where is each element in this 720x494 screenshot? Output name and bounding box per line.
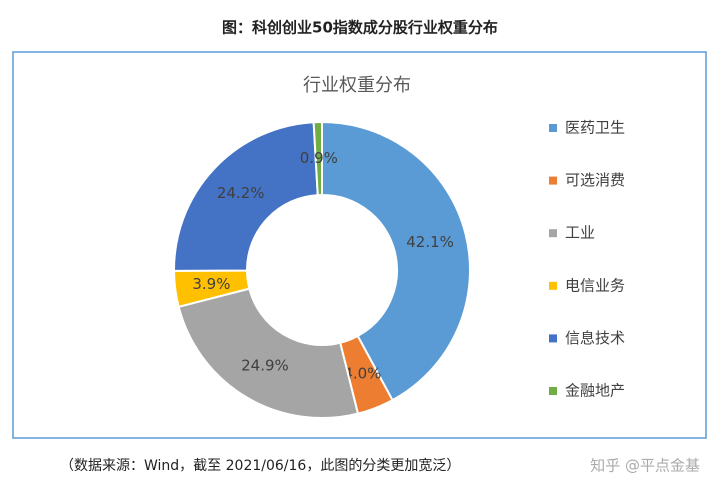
legend-marker (549, 229, 557, 238)
donut-slice (177, 287, 360, 419)
page-title: 图：科创创业50指数成分股行业权重分布 (222, 19, 498, 37)
legend-marker (549, 281, 557, 290)
watermark: 知乎 @平点金基 (590, 457, 700, 475)
legend-label: 电信业务 (565, 276, 625, 294)
data-label: 42.1% (406, 233, 454, 251)
legend-label: 可选消费 (565, 171, 625, 189)
legend-marker (549, 334, 557, 343)
data-label: 0.9% (300, 149, 338, 167)
data-label: 24.2% (217, 184, 265, 202)
data-label: 3.9% (192, 275, 230, 293)
source-note: （数据来源：Wind，截至 2021/06/16，此图的分类更加宽泛） (60, 457, 460, 474)
chart-title: 行业权重分布 (303, 75, 411, 96)
legend-label: 信息技术 (565, 329, 625, 347)
legend-marker (549, 387, 557, 395)
legend-marker (549, 124, 557, 132)
data-label: 24.9% (241, 356, 289, 374)
legend-label: 工业 (565, 224, 595, 242)
donut-slice (321, 120, 471, 402)
data-label: 4.0% (343, 364, 381, 382)
donut-slice (173, 121, 319, 272)
legend-label: 医药卫生 (565, 119, 625, 137)
legend-marker (549, 176, 557, 185)
donut-slice (312, 120, 323, 197)
legend-label: 金融地产 (565, 382, 625, 400)
